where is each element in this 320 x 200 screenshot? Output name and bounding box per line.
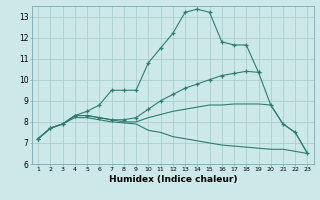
X-axis label: Humidex (Indice chaleur): Humidex (Indice chaleur)	[108, 175, 237, 184]
